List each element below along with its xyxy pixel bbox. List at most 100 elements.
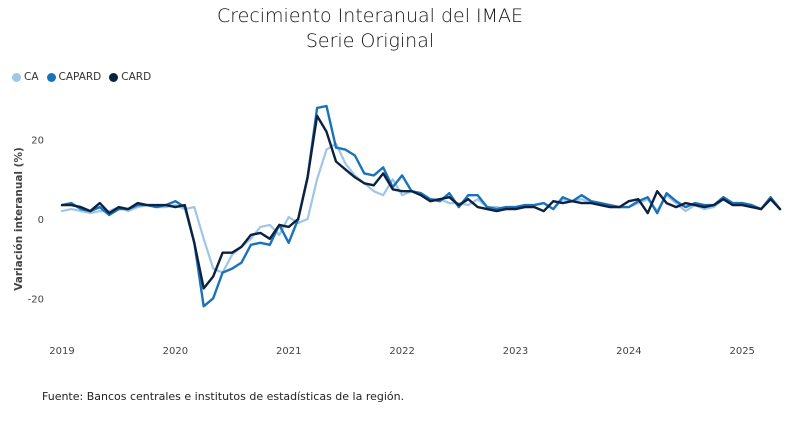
data-point-capard — [372, 174, 375, 177]
data-point-capard — [448, 192, 451, 195]
data-point-card — [193, 241, 196, 244]
data-point-card — [287, 226, 290, 228]
data-point-ca — [344, 162, 347, 165]
data-point-ca — [231, 253, 234, 256]
data-point-capard — [259, 241, 262, 244]
data-point-card — [627, 200, 630, 203]
chart-title-block: Crecimiento Interanual del IMAE Serie Or… — [0, 4, 740, 54]
data-point-capard — [382, 166, 385, 169]
data-point-ca — [382, 194, 385, 197]
data-point-ca — [476, 198, 479, 201]
data-point-card — [372, 184, 375, 187]
data-point-capard — [316, 107, 318, 109]
data-point-capard — [524, 204, 526, 207]
data-point-card — [174, 206, 177, 209]
data-point-card — [476, 206, 479, 209]
data-point-card — [656, 190, 659, 193]
data-point-capard — [231, 267, 234, 270]
data-point-card — [694, 204, 696, 207]
data-point-card — [165, 204, 167, 207]
data-point-card — [420, 194, 422, 197]
legend-marker-ca — [12, 72, 21, 82]
data-point-card — [240, 245, 243, 248]
chart-legend: CA CAPARD CARD — [12, 71, 151, 83]
data-point-card — [505, 208, 507, 211]
data-point-card — [344, 168, 347, 171]
data-point-capard — [609, 204, 611, 207]
data-point-capard — [467, 194, 470, 197]
data-point-card — [439, 198, 441, 201]
data-point-ca — [136, 206, 139, 209]
data-point-ca — [61, 210, 63, 213]
data-point-ca — [372, 190, 375, 193]
legend-item-card[interactable]: CARD — [109, 71, 151, 83]
data-point-capard — [287, 241, 290, 244]
data-point-card — [410, 190, 413, 193]
data-point-card — [146, 204, 148, 207]
data-point-card — [250, 234, 252, 236]
data-point-card — [684, 202, 687, 205]
data-point-capard — [250, 243, 252, 246]
legend-label-card: CARD — [121, 71, 152, 83]
source-note: Fuente: Bancos centrales e institutos de… — [42, 390, 405, 403]
y-axis-label: Variación interanual (%) — [13, 147, 25, 291]
chart-subtitle: Serie Original — [305, 30, 435, 52]
data-point-capard — [354, 154, 356, 157]
data-point-capard — [344, 148, 347, 151]
data-point-card — [108, 212, 111, 215]
data-point-card — [495, 210, 498, 213]
data-point-card — [533, 206, 536, 209]
data-point-capard — [363, 172, 366, 175]
data-point-capard — [268, 243, 271, 246]
data-point-card — [221, 251, 224, 254]
data-point-card — [117, 206, 120, 209]
data-point-capard — [656, 212, 659, 215]
data-point-ca — [98, 210, 101, 213]
data-point-ca — [212, 267, 215, 270]
data-point-capard — [580, 194, 583, 197]
data-point-capard — [542, 202, 545, 205]
data-point-card — [155, 204, 158, 207]
data-point-ca — [467, 204, 470, 207]
data-point-card — [259, 232, 262, 234]
data-point-card — [618, 206, 621, 209]
data-point-capard — [240, 261, 243, 264]
data-point-ca — [268, 224, 271, 226]
data-point-card — [779, 208, 781, 211]
data-point-card — [335, 160, 337, 163]
data-point-capard — [70, 202, 73, 205]
data-point-capard — [476, 194, 479, 197]
data-point-capard — [212, 297, 215, 300]
data-point-card — [382, 172, 385, 175]
data-point-ca — [316, 178, 318, 181]
data-point-ca — [448, 202, 451, 205]
data-point-capard — [221, 271, 224, 274]
data-point-capard — [533, 204, 536, 207]
data-point-ca — [259, 226, 262, 228]
data-point-card — [136, 202, 139, 205]
chart-title: Crecimiento Interanual del IMAE — [216, 5, 524, 27]
data-point-ca — [165, 206, 167, 209]
data-point-card — [637, 198, 640, 201]
data-point-card — [61, 204, 63, 207]
data-point-ca — [174, 204, 177, 207]
data-point-ca — [684, 210, 687, 213]
data-point-card — [542, 210, 545, 213]
x-tick-label: 2019 — [49, 346, 74, 357]
data-point-ca — [89, 212, 92, 215]
data-point-ca — [495, 206, 498, 209]
data-point-ca — [580, 198, 583, 201]
data-point-capard — [722, 196, 725, 199]
data-point-card — [98, 202, 101, 205]
data-point-capard — [684, 206, 687, 209]
data-point-card — [297, 218, 300, 220]
legend-item-capard[interactable]: CAPARD — [46, 71, 101, 83]
data-point-card — [202, 287, 205, 290]
legend-item-ca[interactable]: CA — [12, 71, 39, 83]
data-point-card — [580, 202, 583, 205]
data-point-capard — [561, 196, 564, 199]
x-tick-label: 2020 — [163, 346, 188, 357]
x-tick-label: 2023 — [503, 346, 528, 357]
data-point-card — [70, 204, 73, 207]
data-point-card — [89, 210, 92, 213]
